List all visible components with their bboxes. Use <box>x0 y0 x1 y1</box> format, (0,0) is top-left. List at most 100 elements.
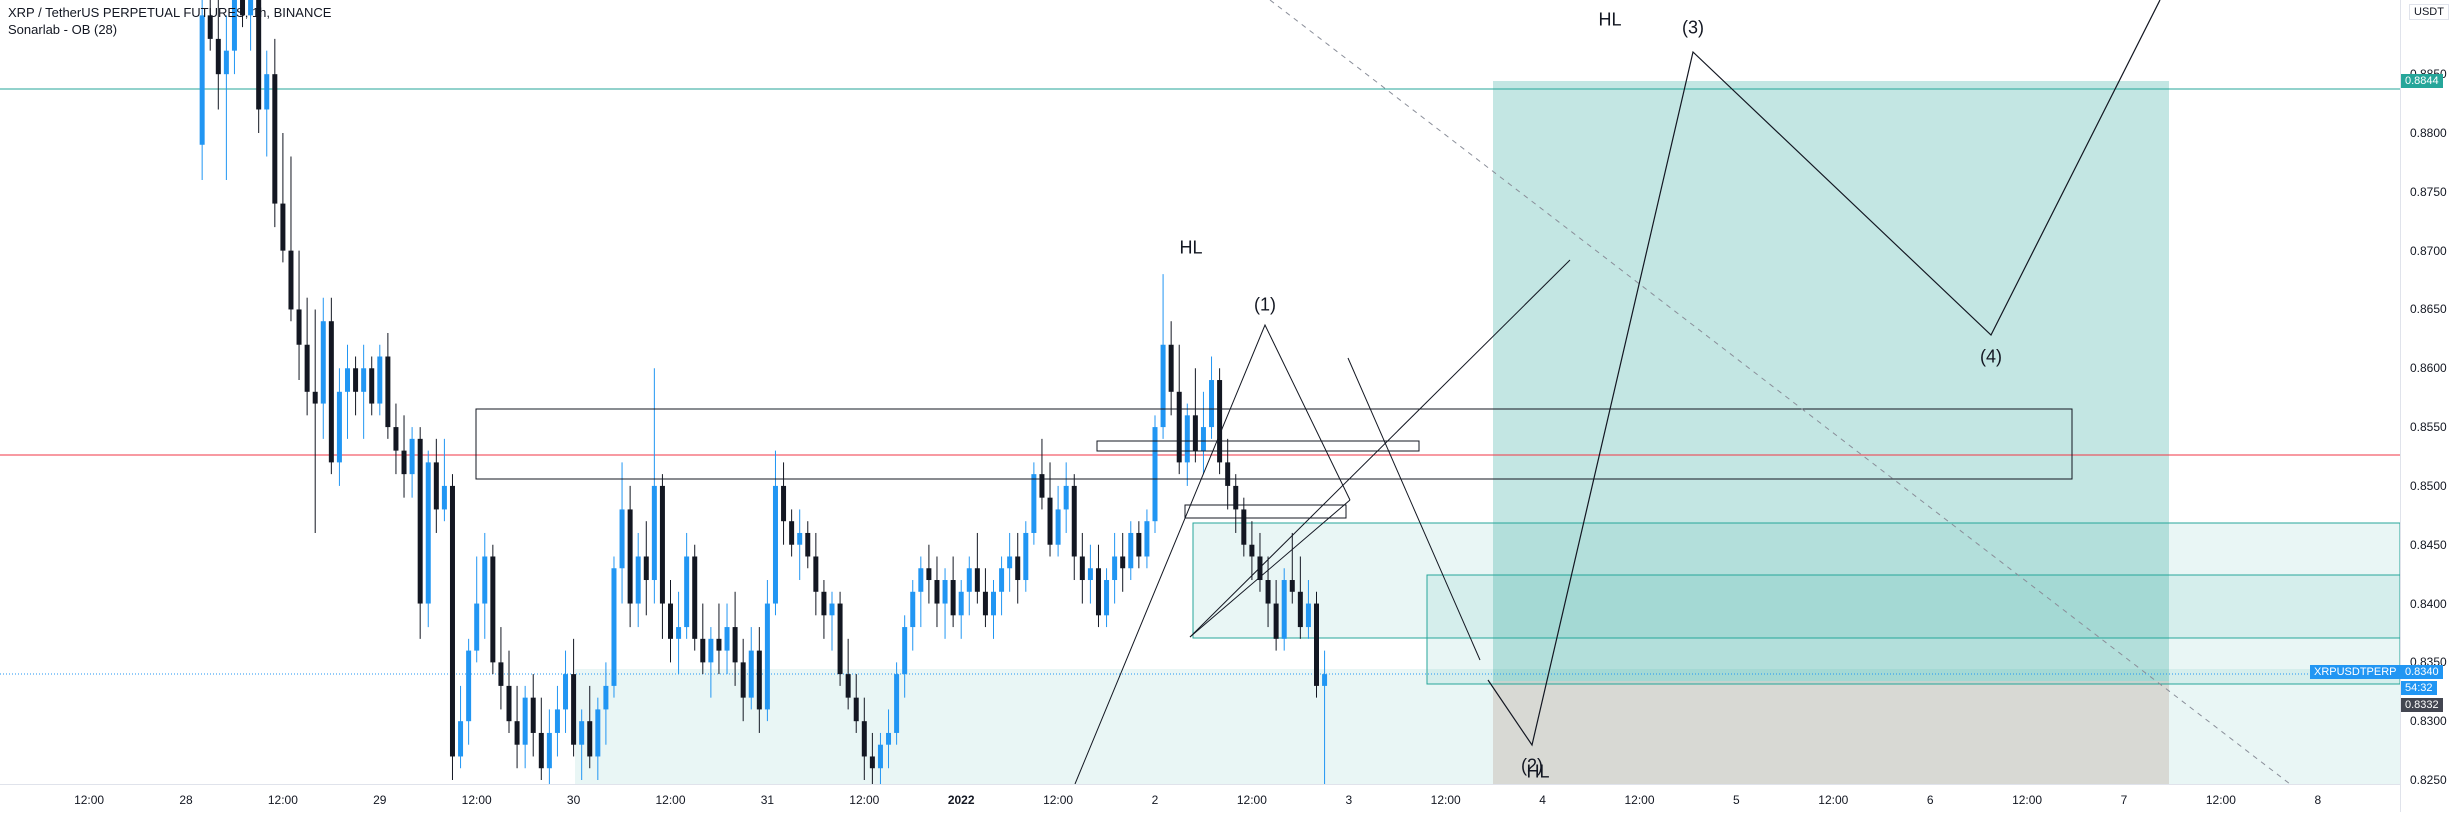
time-tick-label: 12:00 <box>1818 793 1849 807</box>
candle-body <box>619 509 625 569</box>
candle <box>1233 474 1239 533</box>
candle <box>1023 521 1029 592</box>
candle-body <box>312 391 318 404</box>
channel-line-2 <box>1189 259 1571 638</box>
candle-body <box>877 744 883 769</box>
candle <box>676 591 682 675</box>
candle <box>1322 650 1328 784</box>
time-tick-label: 31 <box>760 793 775 807</box>
candle-body <box>789 521 795 545</box>
candle-body <box>530 697 536 733</box>
candle-body <box>1087 568 1093 581</box>
candle-body <box>514 721 520 745</box>
time-tick-label: 2 <box>1151 793 1159 807</box>
chart-legend: XRP / TetherUS PERPETUAL FUTURES, 1h, BI… <box>8 4 331 38</box>
symbol-title[interactable]: XRP / TetherUS PERPETUAL FUTURES, 1h, BI… <box>8 5 332 20</box>
candle-body <box>1095 568 1101 616</box>
candle <box>328 297 334 475</box>
price-tick-label: 0.8700 <box>2410 243 2447 258</box>
candle-body <box>886 732 892 745</box>
candle <box>231 0 237 75</box>
candle <box>571 638 577 757</box>
candle <box>1128 521 1134 581</box>
hl-label-top: HL <box>1598 9 1622 30</box>
candle-body <box>603 685 609 710</box>
candle-body <box>506 685 512 722</box>
time-tick-label: 3 <box>1345 793 1353 807</box>
candle <box>1063 462 1069 533</box>
price-tick-label: 0.8300 <box>2410 714 2447 729</box>
candle-body <box>1217 380 1223 463</box>
candle-body <box>345 368 350 392</box>
candle <box>256 0 262 133</box>
candle <box>894 662 900 745</box>
candle-body <box>1015 556 1021 581</box>
drawing-layer-back <box>0 81 2400 784</box>
candle <box>563 650 569 733</box>
candle-body <box>966 568 972 592</box>
candle-body <box>498 662 504 686</box>
candle <box>1144 509 1150 569</box>
candle-body <box>853 697 859 722</box>
price-chart[interactable] <box>0 0 2400 784</box>
candle <box>1152 415 1158 533</box>
candle <box>797 509 803 581</box>
candle-body <box>353 368 359 392</box>
candle <box>700 603 706 675</box>
candle <box>240 0 246 28</box>
candle <box>546 709 552 784</box>
candle-body <box>1209 380 1215 428</box>
candle <box>1031 462 1037 545</box>
candle <box>619 462 625 604</box>
candle-body <box>1305 603 1311 628</box>
channel-line <box>1189 499 1351 638</box>
candle-body <box>1039 474 1045 498</box>
candle-body <box>272 74 278 204</box>
time-tick-label: 29 <box>373 793 387 807</box>
candle-body <box>223 50 229 75</box>
candle <box>304 297 310 416</box>
candle-body <box>1152 427 1158 522</box>
candle-body <box>1233 485 1239 510</box>
candle <box>312 309 318 533</box>
candle <box>1079 532 1085 604</box>
candle-body <box>571 674 577 745</box>
candle-body <box>304 344 310 392</box>
time-tick-label: 12:00 <box>1624 793 1655 807</box>
candle-body <box>401 450 407 475</box>
wedge-line <box>1347 357 1481 661</box>
candle-body <box>748 650 754 698</box>
candle <box>1192 368 1198 463</box>
candle-body <box>894 674 900 733</box>
price-tick-label: 0.8750 <box>2410 184 2447 199</box>
candle <box>910 580 916 651</box>
candle-body <box>902 627 908 675</box>
time-axis[interactable]: 12:00 28 12:00 29 12:00 30 12:00 31 12:00 2022 12:… <box>0 784 2400 813</box>
candle <box>1273 580 1279 651</box>
candle-body <box>207 15 213 39</box>
candle <box>199 0 205 181</box>
candle-body <box>490 556 496 663</box>
candle <box>554 685 560 757</box>
indicator-label[interactable]: Sonarlab - OB (28) <box>8 22 118 37</box>
candle <box>1249 521 1255 581</box>
candle <box>490 544 496 675</box>
candle <box>1015 532 1021 604</box>
candle <box>514 685 520 769</box>
candle-body <box>950 580 956 616</box>
candle-body <box>1192 415 1198 451</box>
candle-body <box>280 203 286 251</box>
candle <box>474 556 480 663</box>
candle <box>345 344 350 439</box>
wave-path-1 <box>1074 323 1351 784</box>
candle-body <box>248 0 254 16</box>
candle <box>845 638 851 710</box>
candle <box>264 50 270 157</box>
candle <box>821 580 827 639</box>
candle-body <box>1063 485 1069 510</box>
currency-label[interactable]: USDT <box>2409 4 2449 20</box>
candle <box>861 697 867 780</box>
candle-body <box>546 732 552 769</box>
price-axis[interactable]: USDT 0.8250 0.8300 0.8350 0.8400 0.8450 0.850… <box>2400 0 2454 812</box>
candle-body <box>797 532 803 545</box>
